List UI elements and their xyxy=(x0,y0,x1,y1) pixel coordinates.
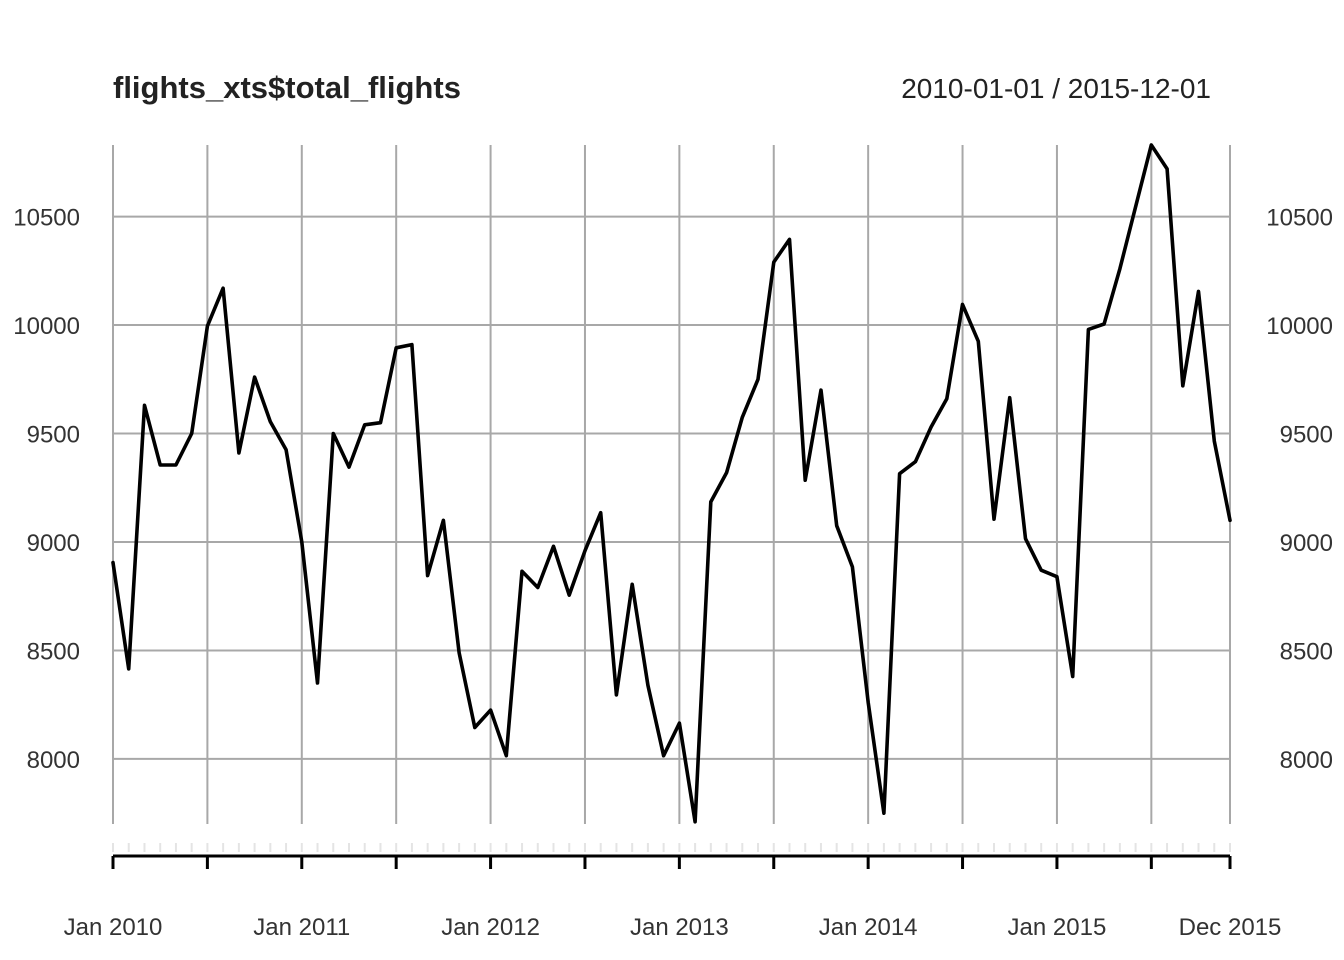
y-tick-label-left: 10000 xyxy=(13,313,80,340)
x-tick-label: Jan 2011 xyxy=(253,914,350,941)
y-axis-right: 8000 8500 9000 9500 10000 10500 xyxy=(1266,205,1333,774)
y-axis-left: 8000 8500 9000 9500 10000 10500 xyxy=(13,205,80,774)
y-tick-label-right: 8000 xyxy=(1280,747,1333,774)
x-tick-label: Jan 2012 xyxy=(441,914,540,941)
series-layer xyxy=(111,143,1232,824)
grid xyxy=(112,145,1231,824)
x-tick-label: Jan 2015 xyxy=(1008,914,1107,941)
date-range-label: 2010-01-01 / 2015-12-01 xyxy=(901,73,1211,104)
y-tick-label-right: 10500 xyxy=(1266,205,1333,232)
x-tick-label: Jan 2014 xyxy=(819,914,918,941)
x-tick-label: Dec 2015 xyxy=(1179,914,1282,941)
x-tick-label: Jan 2013 xyxy=(630,914,729,941)
y-tick-label-left: 10500 xyxy=(13,205,80,232)
x-tick-label: Jan 2010 xyxy=(64,914,163,941)
y-tick-label-left: 8500 xyxy=(27,638,80,665)
chart-title: flights_xts$total_flights xyxy=(113,70,461,105)
y-tick-label-right: 9000 xyxy=(1280,530,1333,557)
y-tick-label-left: 8000 xyxy=(27,747,80,774)
y-tick-label-left: 9500 xyxy=(27,422,80,449)
x-axis: Jan 2010 Jan 2011 Jan 2012 Jan 2013 Jan 2014… xyxy=(64,843,1282,941)
y-tick-label-right: 9500 xyxy=(1280,422,1333,449)
series-line-total-flights xyxy=(111,143,1232,824)
y-tick-label-left: 9000 xyxy=(27,530,80,557)
y-tick-label-right: 10000 xyxy=(1266,313,1333,340)
y-tick-label-right: 8500 xyxy=(1280,638,1333,665)
